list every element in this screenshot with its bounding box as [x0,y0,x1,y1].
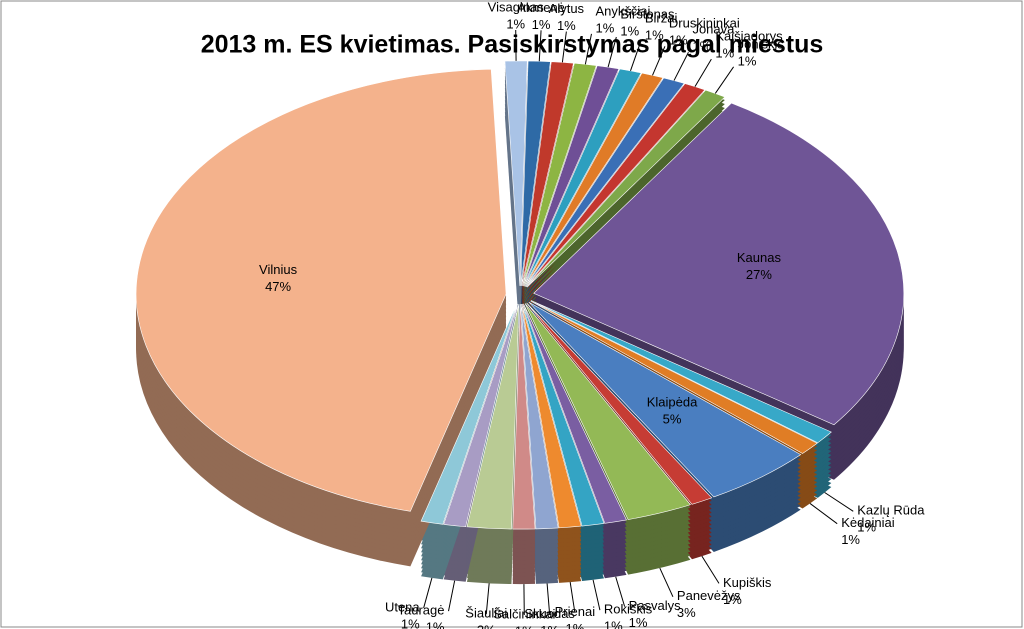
slice [512,304,536,530]
slice-label: Šiauliai [465,606,507,621]
slice-value: 1% [629,615,648,629]
slice-label: Akmenė [517,0,565,15]
leader-line [673,52,689,81]
slice-value: 1% [401,616,420,629]
leader-line [615,576,626,607]
slice-value: 1% [557,18,576,33]
slice-label: Pasvalys [629,598,682,613]
slice-value: 1% [620,24,639,39]
slice [520,60,551,286]
slice-value: 1% [857,520,876,535]
slice [520,304,559,530]
slice-value: 1% [645,28,664,43]
leader-line [630,41,642,71]
slice-value: 1% [426,620,445,629]
slice-value: 2% [477,623,496,629]
leader-line [423,577,433,609]
slice-label: Kėdainiai [841,515,895,530]
slice-label: Kupiškis [723,575,772,590]
slice [530,300,832,444]
slice-label: Klaipėda [647,394,698,409]
slice-label: Skuodas [524,606,575,621]
slice-value: 1% [738,53,757,68]
leader-line [652,46,666,76]
slice-label: Tauragė [398,603,445,618]
leader-line [809,503,838,525]
slice-value: 47% [265,279,291,294]
slice [504,60,528,286]
slice [521,303,582,529]
slice-label: Jonava [692,22,735,37]
slice-value: 1% [506,16,525,31]
slice [420,303,518,525]
slice-label: Šalčininkai [493,606,555,621]
slice [533,102,904,426]
slice-value: 1% [723,592,742,607]
leader-line [694,58,712,87]
slice-label: Druskininkai [669,16,740,31]
slice-value: 3% [677,605,696,620]
slice-value: 1% [715,46,734,61]
slice [525,77,685,287]
slice [524,303,691,520]
slice [528,301,802,498]
slice-label: Birštonas [620,7,675,22]
slice [135,68,507,512]
slice-value: 1% [595,20,614,35]
slice-label: Kaišiadorys [715,29,783,44]
leader-line [485,583,490,615]
slice-label: Utena [385,599,420,614]
leader-line [569,582,576,613]
slice-value: 27% [746,267,772,282]
slice [522,303,605,527]
leader-line [824,492,854,512]
slice [466,304,520,530]
leader-line [701,555,720,584]
leader-line [538,30,542,62]
slice-label: Kaunas [737,250,782,265]
slice [526,302,713,505]
slice-label: Biržai [645,11,678,26]
slice [526,89,726,288]
slice-value: 1% [841,532,860,547]
leader-line [714,66,735,94]
slice-value: 1% [604,619,623,629]
slice-value: 1% [692,39,711,54]
slice-label: Panevėžys [677,588,741,603]
leader-line [584,33,592,65]
leader-line [546,583,551,615]
slice-value: 1% [540,623,559,629]
slice-label: Prienai [555,604,596,619]
slice-label: Joniškis [738,36,785,51]
slice-label: Alytus [549,1,585,16]
slice-value: 1% [515,623,534,629]
slice [522,62,597,287]
slice-label: Anykščiai [595,3,650,18]
slice-label: Rokiškis [604,602,653,617]
leader-line [592,579,601,611]
leader-line [659,567,674,598]
slice [523,303,627,524]
leader-line [561,31,567,63]
slice [523,68,642,287]
leader-line [448,580,456,612]
slice [530,300,818,454]
slice [443,303,518,528]
slice-value: 1% [565,621,584,629]
slice-label: Kazlų Rūda [857,503,925,518]
chart-title: 2013 m. ES kvietimas. Pasiskirstymas pag… [201,31,824,59]
slice [526,83,706,288]
leader-line [607,36,617,68]
slice-value: 5% [663,411,682,426]
slice-value: 1% [532,17,551,32]
slice-value: 1% [669,33,688,48]
slice-label: Visaginas [488,0,545,14]
slice-label: Vilnius [259,262,298,277]
